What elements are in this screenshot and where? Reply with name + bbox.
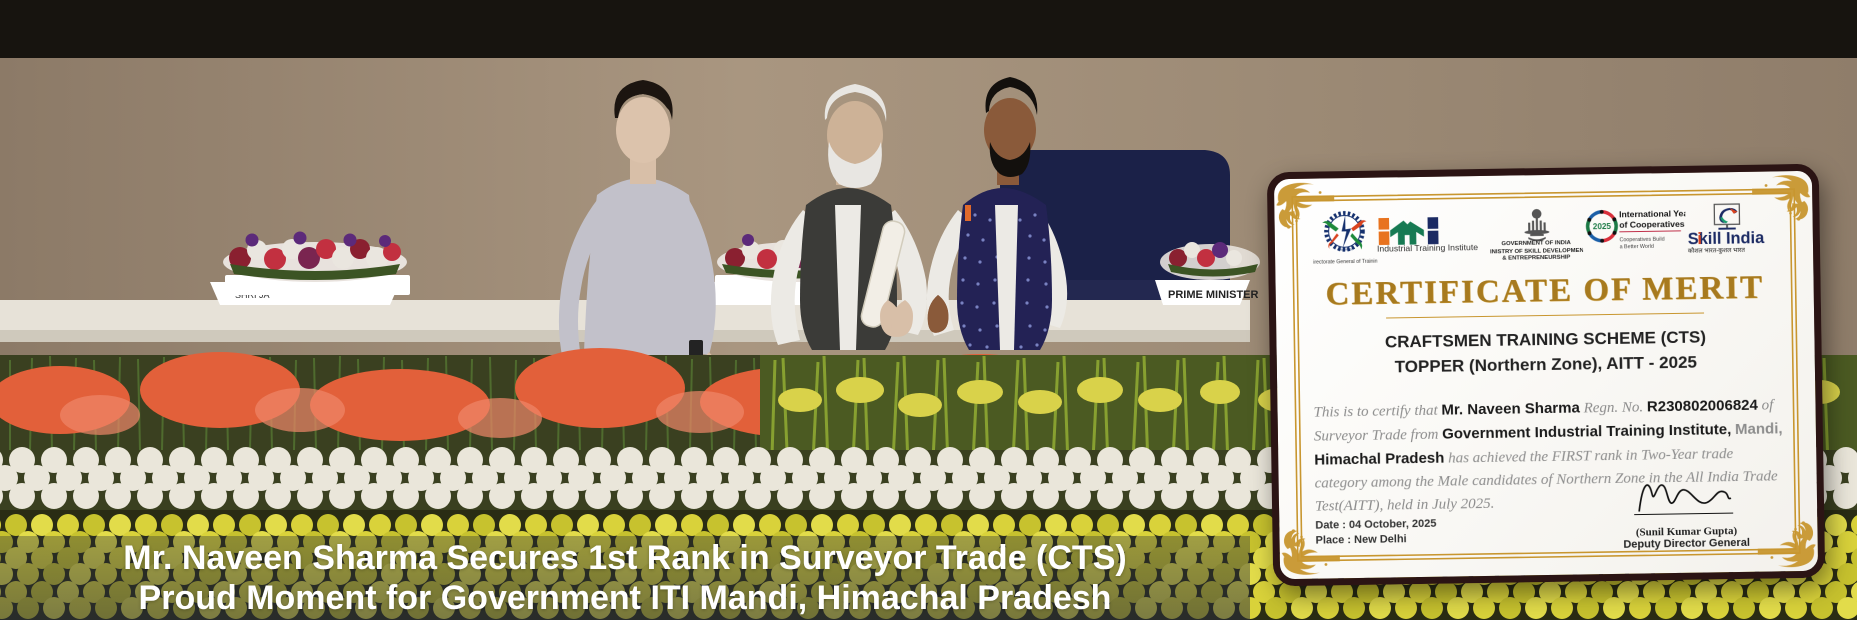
svg-text:a Better World: a Better World (1619, 244, 1653, 251)
svg-text:PRIME MINISTER: PRIME MINISTER (1168, 289, 1259, 301)
svg-text:भारत सरकार: भारत सरकार (1337, 247, 1353, 251)
svg-text:of Cooperatives: of Cooperatives (1619, 219, 1685, 230)
svg-text:2025: 2025 (1592, 222, 1611, 231)
svg-text:कौशल भारत-कुशल भारत: कौशल भारत-कुशल भारत (1688, 246, 1746, 255)
svg-text:& ENTREPRENEURSHIP: & ENTREPRENEURSHIP (1502, 255, 1570, 262)
svg-text:Industrial Training Institute: Industrial Training Institute (1376, 242, 1477, 253)
svg-text:Directorate General of Trainin: Directorate General of Training (1312, 259, 1376, 266)
svg-text:International Year: International Year (1618, 208, 1686, 219)
svg-text:GOVERNMENT OF INDIA: GOVERNMENT OF INDIA (1502, 240, 1572, 247)
svg-text:i: i (1698, 230, 1703, 248)
svg-text:Cooperatives Build: Cooperatives Build (1619, 237, 1664, 244)
